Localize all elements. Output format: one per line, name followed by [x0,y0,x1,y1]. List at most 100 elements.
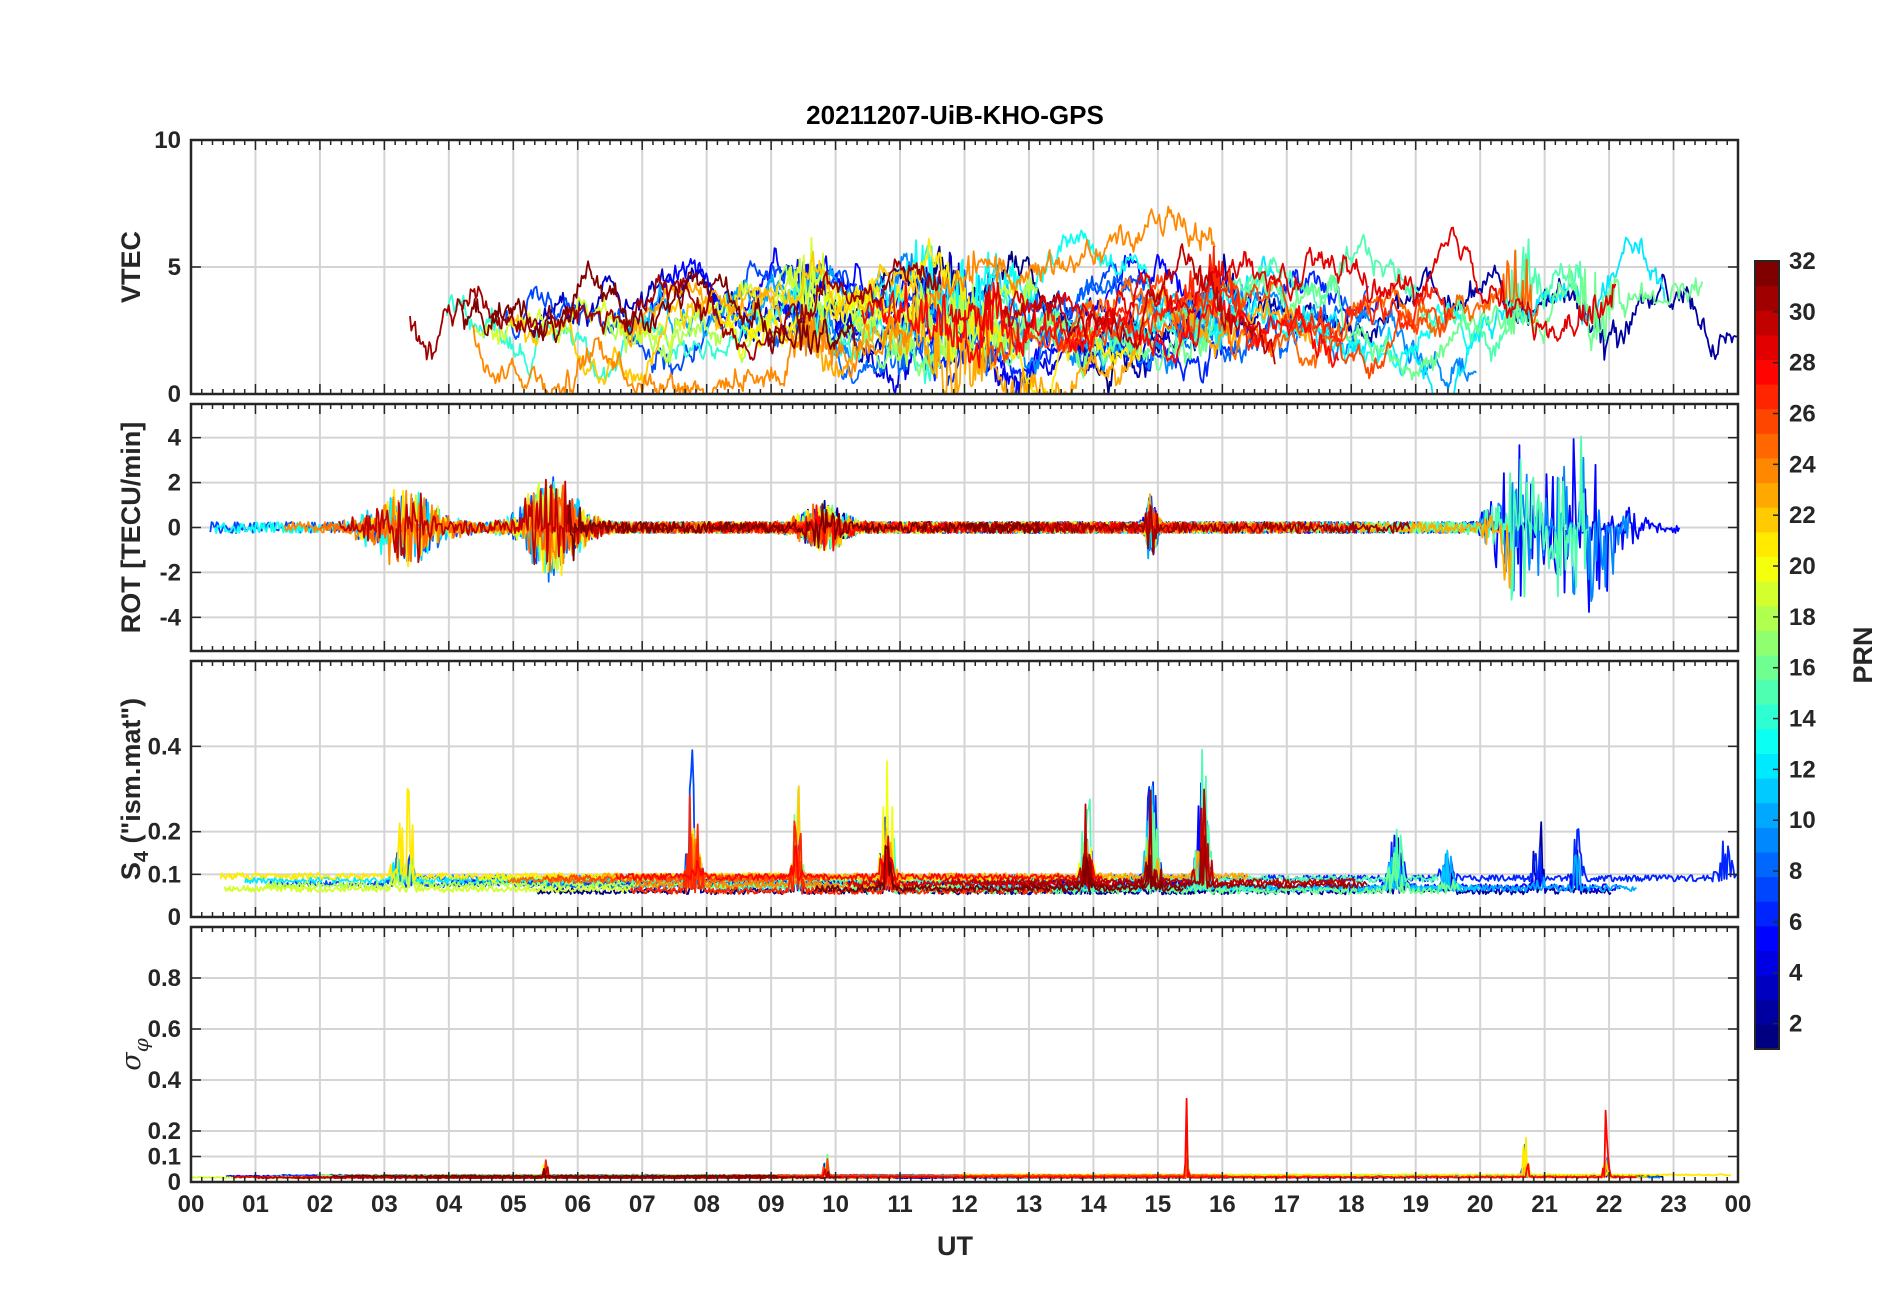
y-axis-label: S4 ("ism.mat") [116,698,153,880]
colorbar-segment [1755,704,1779,730]
panel-sigma: 00.10.2 0.4 0.6 0.8 σφ [116,925,1740,1196]
y-tick-label: 4 [168,425,182,452]
series-prn-30 [338,478,797,566]
x-tick-label: 13 [1016,1191,1043,1218]
series-prn-28 [615,844,1103,882]
y-tick-label: 0 [168,1169,181,1196]
series-prn-8 [395,485,1156,583]
colorbar-segment [1755,852,1779,878]
colorbar-segment [1755,827,1779,853]
colorbar-tick-label: 24 [1789,451,1816,478]
series-prn-32 [566,499,1042,562]
y-tick-label: 0 [168,515,181,542]
colorbar-tick-label: 20 [1789,553,1816,580]
x-tick-label: 05 [500,1191,527,1218]
colorbar-segment [1755,285,1779,311]
y-tick-label: -4 [160,604,182,631]
colorbar-tick-label: 8 [1789,858,1802,885]
y-axis-label: ROT [TECU/min] [116,422,146,633]
y-tick-label: 5 [168,254,181,281]
colorbar-segment [1755,581,1779,607]
y-tick-label: 0.8 [148,965,181,992]
series-prn-27 [1050,245,1452,354]
x-tick-label: 06 [564,1191,591,1218]
x-axis-label: UT [937,1231,973,1261]
series-group [219,748,1738,896]
series-prn-12 [1018,1147,1366,1177]
colorbar-segment [1755,408,1779,434]
series-prn-24 [634,838,911,889]
colorbar-tick-label: 2 [1789,1011,1802,1038]
x-tick-label: 22 [1596,1191,1623,1218]
series-group [409,205,1738,394]
series-prn-28 [955,1097,1638,1179]
y-axis-label: VTEC [116,231,146,303]
series-prn-32 [814,844,1184,893]
colorbar-tick-label: 30 [1789,299,1816,326]
x-tick-label: 23 [1660,1191,1687,1218]
y-tick-label: 0.4 [148,1067,182,1094]
series-prn-8 [766,269,1369,385]
x-tick-label: 16 [1209,1191,1236,1218]
series-prn-26 [535,483,1284,554]
colorbar-tick-label: 18 [1789,604,1816,631]
colorbar-segment [1755,753,1779,779]
series-prn-6 [620,495,1379,547]
colorbar-segment [1755,482,1779,508]
colorbar-segment [1755,507,1779,533]
colorbar-segment [1755,925,1779,951]
x-tick-label: 04 [435,1191,462,1218]
x-tick-label: 09 [758,1191,785,1218]
colorbar-segment [1755,630,1779,656]
series-prn-23 [619,281,1318,394]
colorbar-frame [1754,260,1780,1050]
y-tick-label: 10 [154,127,181,154]
y-tick-label: 0.2 [148,1118,181,1145]
series-prn-22 [722,785,1004,882]
colorbar-segment [1755,679,1779,705]
series-prn-30 [1003,243,1276,365]
y-tick-label: 2 [168,470,181,497]
series-prn-7 [267,749,819,889]
panel-vtec: 0 5 10 VTEC [116,127,1740,408]
colorbar-segment [1755,334,1779,360]
series-prn-31 [425,1170,842,1180]
series-group [209,435,1681,613]
series-prn-31 [409,258,941,361]
x-tick-label: 11 [887,1191,912,1218]
y-tick-label: 0 [168,381,181,408]
colorbar-label: PRN [1848,626,1878,683]
colorbar-segment [1755,778,1779,804]
x-tick-label: 03 [371,1191,398,1218]
x-tick-label: 20 [1467,1191,1494,1218]
colorbar-tick-label: 6 [1789,909,1802,936]
x-tick-label: 02 [307,1191,334,1218]
panel-rot: -4 -2 0 2 4 ROT [TECU/min] [116,402,1740,653]
x-tick-label: 14 [1080,1191,1107,1218]
colorbar-segment [1755,876,1779,902]
colorbar-segment [1755,384,1779,410]
colorbar-segment [1755,950,1779,976]
colorbar-tick-label: 12 [1789,756,1816,783]
colorbar-segment [1755,802,1779,828]
series-prn-23 [1034,493,1512,589]
colorbar-tick-label: 16 [1789,655,1816,682]
x-tick-label: 18 [1338,1191,1365,1218]
x-tick-label: 19 [1402,1191,1429,1218]
series-prn-6 [278,1162,931,1177]
colorbar-segment [1755,975,1779,1001]
x-tick-label: 21 [1531,1191,1558,1218]
y-axis-label: σφ [116,1038,153,1070]
chart-title: 20211207-UiB-KHO-GPS [806,100,1104,130]
series-prn-31 [1019,789,1368,890]
colorbar-segment [1755,261,1779,287]
series-prn-29 [948,226,1617,342]
x-tick-label: 00 [1725,1191,1752,1218]
colorbar-tick-label: 14 [1789,706,1816,733]
colorbar-tick-label: 4 [1789,960,1803,987]
series-prn-19 [223,864,634,894]
colorbar-tick-label: 26 [1789,401,1816,428]
series-prn-16 [630,1153,972,1178]
